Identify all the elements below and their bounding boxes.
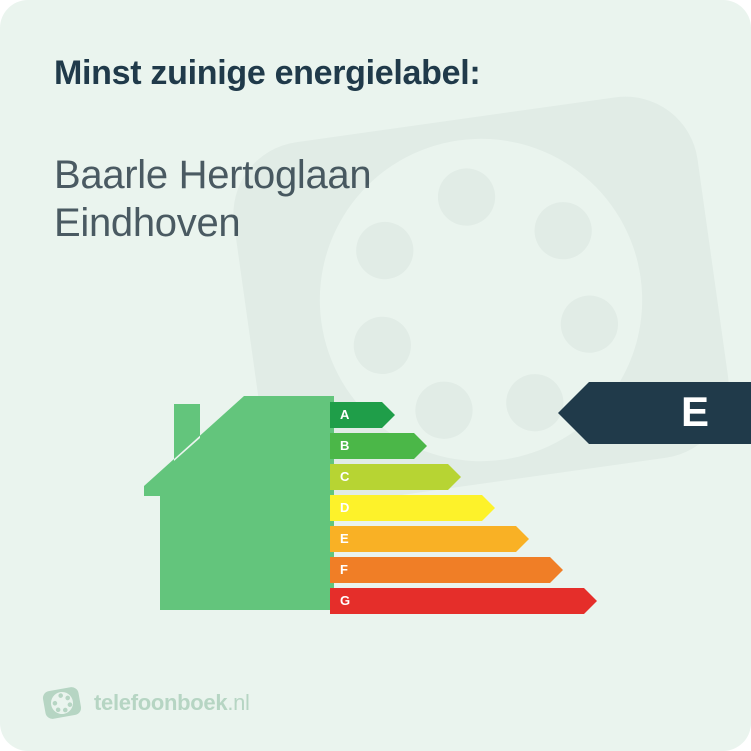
energy-bar-g: G	[330, 588, 650, 614]
bar-body	[330, 495, 482, 521]
bar-body	[330, 402, 382, 428]
energy-bar-c: C	[330, 464, 650, 490]
bar-tip	[482, 495, 495, 521]
bar-label: F	[340, 557, 348, 583]
bar-label: B	[340, 433, 349, 459]
footer-brand: telefoonboek.nl	[94, 690, 250, 716]
footer-logo-icon	[39, 680, 85, 726]
indicator-tip	[558, 382, 589, 444]
indicator-body	[589, 382, 751, 444]
bar-tip	[550, 557, 563, 583]
address-line-1: Baarle Hertoglaan	[54, 151, 697, 199]
footer: telefoonboek.nl	[42, 683, 250, 723]
card-title: Minst zuinige energielabel:	[54, 54, 697, 93]
bar-label: E	[340, 526, 349, 552]
energy-bar-f: F	[330, 557, 650, 583]
energy-diagram: ABCDEFG E	[0, 380, 751, 640]
bar-tip	[448, 464, 461, 490]
address-line-2: Eindhoven	[54, 199, 697, 247]
bar-tip	[382, 402, 395, 428]
bar-body	[330, 588, 584, 614]
bar-label: C	[340, 464, 349, 490]
bar-label: A	[340, 402, 349, 428]
energy-bar-e: E	[330, 526, 650, 552]
bar-label: D	[340, 495, 349, 521]
bar-body	[330, 557, 550, 583]
footer-brand-domain: .nl	[227, 690, 249, 715]
bar-tip	[516, 526, 529, 552]
bar-body	[330, 526, 516, 552]
bar-label: G	[340, 588, 350, 614]
bar-tip	[414, 433, 427, 459]
address-block: Baarle Hertoglaan Eindhoven	[54, 151, 697, 247]
energy-bar-d: D	[330, 495, 650, 521]
energy-label-card: Minst zuinige energielabel: Baarle Herto…	[0, 0, 751, 751]
bar-tip	[584, 588, 597, 614]
indicator-letter: E	[681, 382, 709, 444]
house-icon	[144, 396, 334, 620]
footer-brand-name: telefoonboek	[94, 690, 227, 715]
